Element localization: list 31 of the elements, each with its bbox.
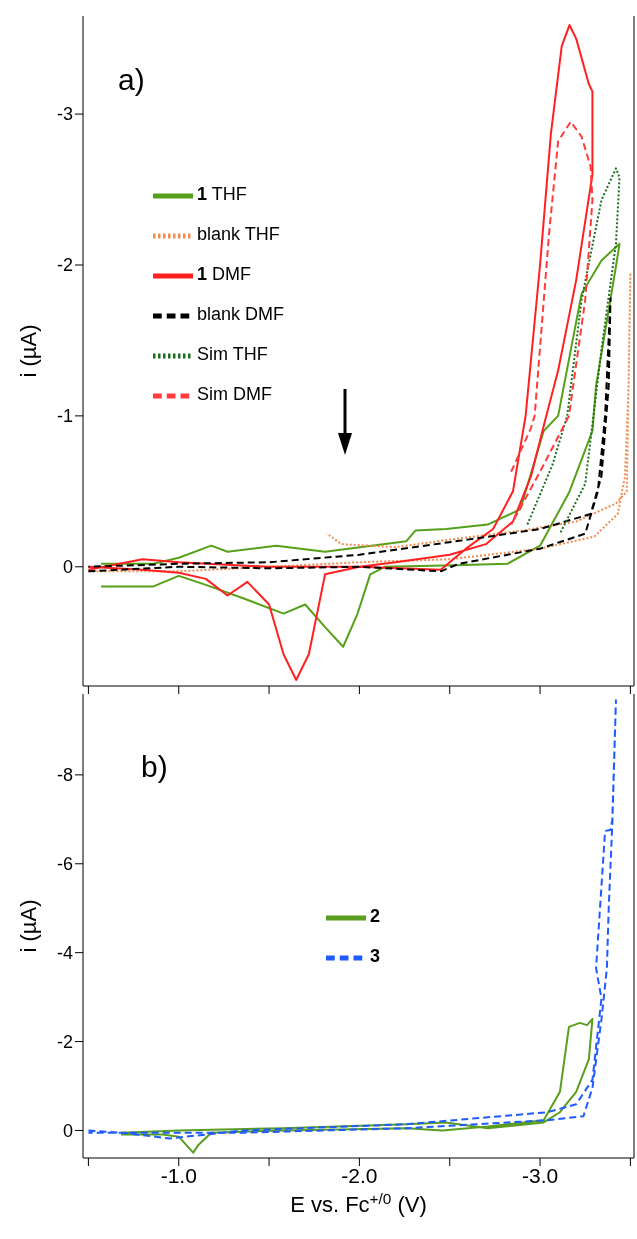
x-tick-label: -1.0: [160, 1163, 197, 1187]
y-tick-label: -2: [56, 1031, 73, 1052]
y-tick-label: -4: [56, 943, 73, 964]
line-series: [100, 242, 621, 648]
x-tick-label: -2.0: [341, 1163, 378, 1187]
line-series: [87, 699, 617, 1140]
y-tick-label: -2: [56, 255, 73, 276]
legend-label: Sim DMF: [197, 384, 272, 405]
y-tick-label: 0: [62, 1120, 73, 1141]
y-tick-label: -1: [56, 406, 73, 427]
line-series: [87, 24, 594, 681]
annotation: a): [118, 63, 145, 97]
line-series: [119, 1017, 594, 1154]
y-tick-label: -8: [56, 765, 73, 786]
x-axis-title: E vs. Fc$^{+/0}$ (V): [290, 1189, 427, 1217]
line-series: [510, 120, 594, 526]
line-series: [526, 167, 621, 535]
annotation: b): [141, 750, 168, 784]
y-axis-title: i (µA): [15, 899, 41, 953]
legend-label: 1 THF: [197, 184, 247, 205]
x-tick-label: -3.0: [521, 1163, 559, 1187]
legend-label: Sim THF: [197, 344, 268, 365]
legend-label: 2: [370, 906, 381, 927]
y-tick-label: -6: [56, 854, 73, 875]
legend-label: blank THF: [197, 224, 280, 245]
legend-label: 1 DMF: [197, 264, 252, 285]
y-tick-label: -3: [56, 104, 73, 125]
legend-label: blank DMF: [197, 304, 285, 325]
y-axis-title: i (µA): [15, 324, 41, 378]
legend-label: 3: [370, 946, 381, 967]
y-tick-label: 0: [62, 557, 73, 578]
